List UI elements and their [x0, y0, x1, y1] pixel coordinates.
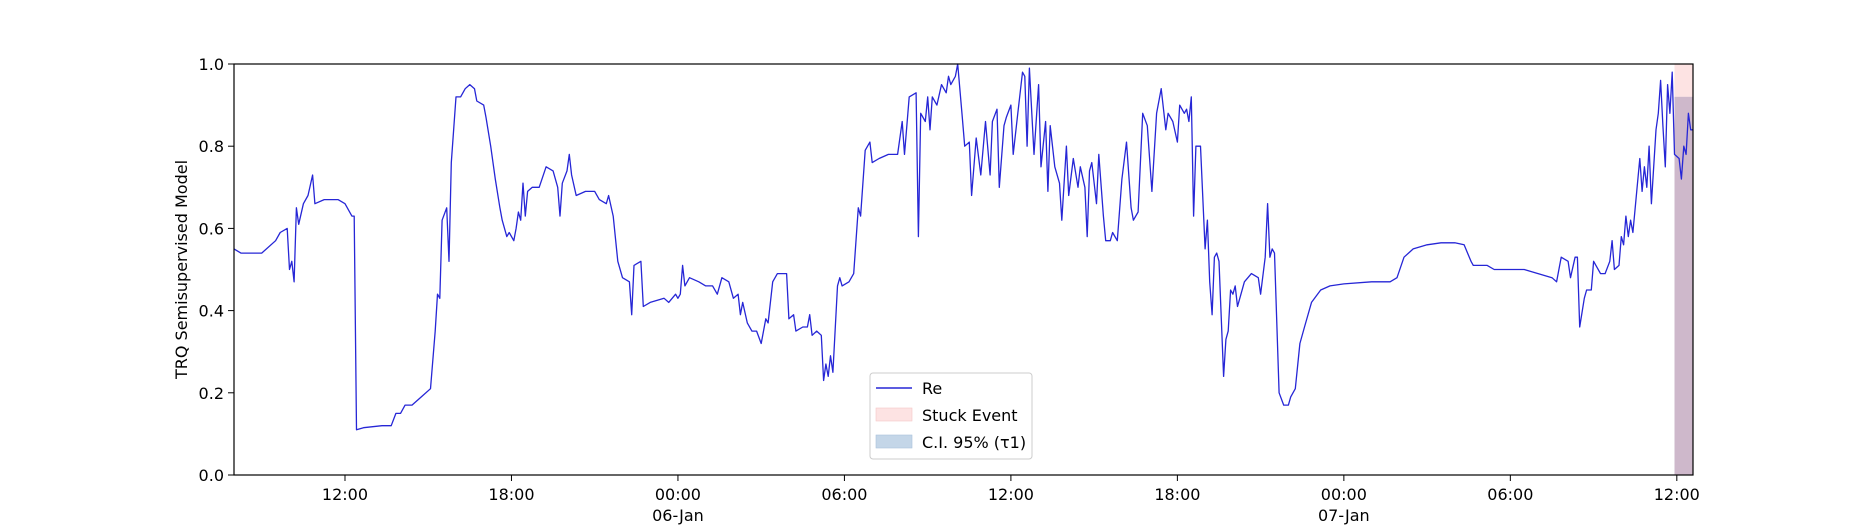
y-tick-label: 0.0 [199, 466, 224, 485]
x-tick-label: 07-Jan [1318, 506, 1370, 525]
y-tick-label: 1.0 [199, 55, 224, 74]
series-line-re [233, 63, 1693, 431]
y-axis-label: TRQ Semisupervised Model [172, 160, 191, 380]
x-tick-label: 00:00 [655, 485, 701, 504]
x-axis: 12:0018:0000:0006-Jan190006:0012:0018:00… [322, 475, 1700, 525]
plot-frame [233, 63, 1694, 476]
y-tick-label: 0.4 [199, 302, 224, 321]
region-overlap [1674, 96, 1693, 475]
y-tick-label: 0.8 [199, 137, 224, 156]
legend-label-re: Re [922, 379, 942, 398]
legend-label-stuck-event: Stuck Event [922, 406, 1018, 425]
x-tick-label: 06-Jan [652, 506, 704, 525]
y-tick-label: 0.6 [199, 219, 224, 238]
highlight-regions [1674, 64, 1693, 475]
x-tick-label: 06:00 [821, 485, 867, 504]
x-tick-label: 12:00 [1654, 485, 1700, 504]
y-axis: 0.0 0.2 0.4 0.6 0.8 1.0 [199, 55, 234, 485]
x-tick-label: 00:00 [1321, 485, 1367, 504]
legend-label-ci: C.I. 95% (τ1) [922, 433, 1026, 452]
legend-swatch-stuck-event [875, 407, 913, 422]
x-tick-label: 18:00 [1154, 485, 1200, 504]
legend-swatch-ci [875, 434, 913, 449]
y-tick-label: 0.2 [199, 384, 224, 403]
legend: Re Stuck Event C.I. 95% (τ1) [869, 372, 1033, 460]
x-tick-label: 12:00 [322, 485, 368, 504]
x-tick-label: 18:00 [488, 485, 534, 504]
x-tick-label: 06:00 [1487, 485, 1533, 504]
x-tick-label: 12:00 [988, 485, 1034, 504]
